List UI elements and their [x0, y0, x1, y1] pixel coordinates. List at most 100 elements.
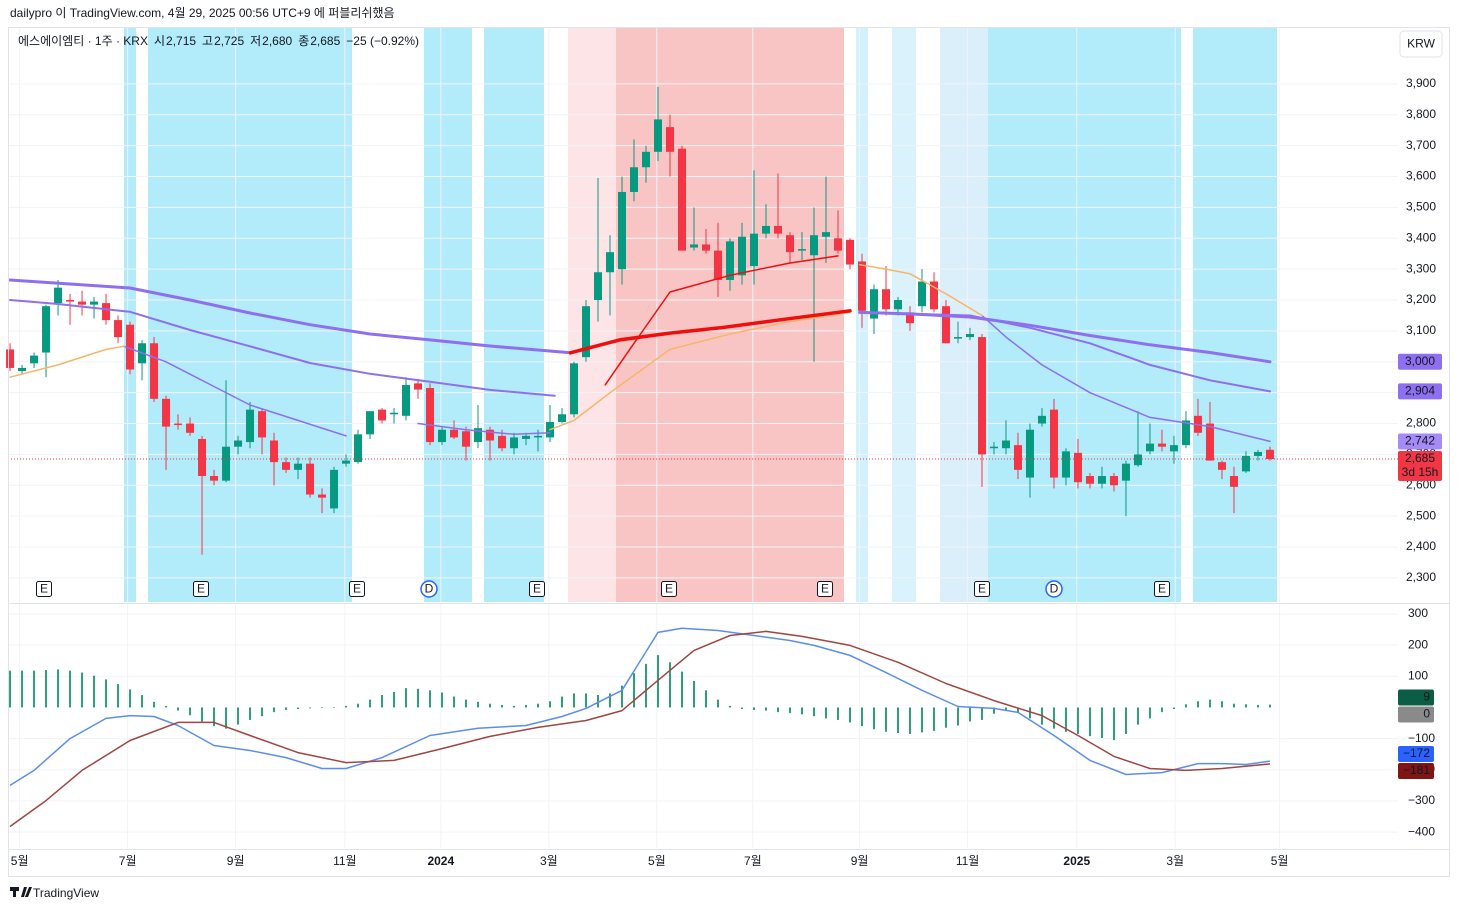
- macd-histogram-bar: [273, 707, 276, 713]
- macd-histogram-bar: [177, 707, 180, 711]
- moving-average-line: [9, 299, 1271, 397]
- macd-histogram-bar: [441, 692, 444, 708]
- macd-histogram-bar: [153, 701, 156, 708]
- macd-histogram-bar: [1232, 703, 1235, 708]
- macd-histogram-bar: [345, 705, 348, 708]
- macd-histogram-bar: [369, 699, 372, 708]
- currency-button[interactable]: [1399, 30, 1443, 58]
- macd-histogram-bar: [1244, 704, 1247, 708]
- candle-body: [402, 384, 411, 416]
- candle-body: [1025, 429, 1034, 478]
- session-band: [568, 28, 616, 602]
- macd-line: [9, 627, 1271, 787]
- macd-histogram-bar: [633, 673, 636, 708]
- macd-value-box: [1398, 745, 1434, 762]
- macd-histogram-bar: [1136, 707, 1139, 725]
- macd-histogram-bar: [21, 670, 24, 708]
- candle-body: [54, 287, 63, 304]
- macd-value-box: [1398, 762, 1434, 779]
- macd-histogram-bar: [261, 707, 264, 717]
- macd-histogram-bar: [381, 694, 384, 708]
- candle-body: [462, 431, 471, 447]
- macd-histogram-bar: [81, 672, 84, 708]
- candle-body: [1001, 440, 1010, 449]
- time-tick-label: 2024: [427, 854, 454, 868]
- candle-body: [666, 127, 675, 152]
- macd-histogram-bar: [189, 707, 192, 716]
- macd-histogram-bar: [357, 703, 360, 708]
- price-tick-label: 3,600: [1406, 169, 1436, 183]
- candle-body: [690, 244, 699, 248]
- macd-histogram-bar: [848, 707, 851, 723]
- candle-body: [1013, 445, 1022, 470]
- macd-histogram-bar: [1028, 707, 1031, 719]
- earnings-marker: [349, 581, 365, 597]
- macd-histogram-bar: [681, 671, 684, 708]
- candle-body: [929, 281, 938, 310]
- candle-body: [522, 435, 531, 439]
- event-marker-label: D: [425, 582, 434, 596]
- macd-histogram-bar: [1208, 699, 1211, 708]
- macd-histogram-bar: [800, 707, 803, 715]
- macd-histogram-bar: [764, 707, 767, 711]
- candle-body: [570, 363, 579, 415]
- macd-histogram-bar: [429, 690, 432, 708]
- macd-histogram-bar: [285, 707, 288, 710]
- macd-histogram-bar: [836, 707, 839, 720]
- price-label: 3,000: [1405, 354, 1435, 368]
- macd-value-label: 9: [1423, 690, 1430, 704]
- macd-histogram-bar: [477, 701, 480, 708]
- macd-histogram-bar: [669, 662, 672, 708]
- price-tick-label: 2,400: [1406, 539, 1436, 553]
- candle-body: [1265, 449, 1274, 460]
- macd-histogram-bar: [1268, 704, 1271, 708]
- price-label-box: [1398, 433, 1442, 450]
- time-tick-label: 3월: [1166, 854, 1184, 868]
- macd-value-box: [1398, 706, 1434, 723]
- macd-histogram-bar: [1016, 707, 1019, 713]
- macd-histogram-bar: [1196, 701, 1199, 708]
- macd-histogram-bar: [1088, 707, 1091, 737]
- candle-body: [282, 462, 291, 470]
- macd-histogram-bar: [1124, 707, 1127, 734]
- macd-histogram-bar: [297, 707, 300, 710]
- candle-body: [246, 409, 255, 443]
- macd-histogram-bar: [788, 707, 791, 714]
- price-label: 2,742: [1405, 434, 1435, 448]
- candle-body: [198, 438, 207, 477]
- macd-histogram-bar: [824, 707, 827, 719]
- macd-histogram-bar: [621, 685, 624, 708]
- earnings-marker: [529, 581, 545, 597]
- earnings-marker: [193, 581, 209, 597]
- candle-body: [1037, 415, 1046, 424]
- price-tick-label: 2,300: [1406, 570, 1436, 584]
- event-marker-label: E: [978, 582, 986, 596]
- candle-body: [1217, 462, 1226, 470]
- price-label-box: [1398, 383, 1442, 400]
- publish-note: dailypro 이 TradingView.com, 4월 29, 2025 …: [10, 6, 395, 20]
- candle-body: [354, 434, 363, 463]
- macd-histogram-bar: [549, 701, 552, 708]
- price-tick-label: 3,300: [1406, 261, 1436, 275]
- candle-body: [294, 463, 303, 470]
- candle-body: [42, 306, 51, 353]
- price-tick-label: 3,400: [1406, 230, 1436, 244]
- macd-value-box: [1398, 689, 1434, 706]
- candle-body: [917, 281, 926, 307]
- macd-histogram-bar: [872, 707, 875, 730]
- moving-average-line: [549, 311, 851, 431]
- ohlc-value: 2,715: [166, 34, 196, 48]
- macd-histogram-bar: [609, 693, 612, 708]
- candle-body: [869, 289, 878, 319]
- candle-body: [1121, 463, 1130, 481]
- moving-average-line: [123, 314, 1271, 443]
- macd-histogram-bar: [465, 699, 468, 708]
- macd-histogram-bar: [501, 704, 504, 708]
- candle-body: [162, 398, 171, 427]
- time-tick-label: 7월: [744, 854, 762, 868]
- macd-histogram-bar: [932, 707, 935, 731]
- macd-histogram-bar: [513, 705, 516, 708]
- candle-body: [534, 435, 543, 438]
- macd-histogram-bar: [645, 663, 648, 708]
- currency-label[interactable]: KRW: [1407, 37, 1435, 51]
